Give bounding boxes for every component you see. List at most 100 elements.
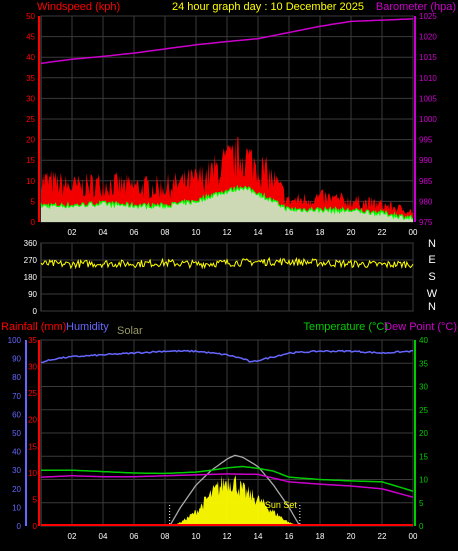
direction-tick: 90 [28,290,37,299]
weather-x-tick: 22 [378,532,387,541]
temperature-tick: 35 [419,359,428,368]
compass-tick: E [428,254,435,266]
wind-x-tick: 18 [316,228,325,237]
humidity-tick: 60 [12,410,21,419]
temperature-tick: 15 [419,452,428,461]
windspeed-tick: 0 [31,218,36,227]
wind-x-tick: 02 [68,228,77,237]
rainfall-tick: 5 [33,495,38,504]
wind-x-tick: 10 [192,228,201,237]
wind-barometer-chart: 02 04 06 08 10 12 14 16 18 20 22 000510152025303540… [26,12,437,237]
compass-tick: W [427,288,438,300]
windspeed-tick: 45 [26,33,35,42]
rainfall-tick: 30 [28,363,37,372]
rainfall-tick: 25 [28,389,37,398]
weather-x-tick: 08 [161,532,170,541]
humidity-tick: 80 [12,373,21,382]
weather-x-tick: 00 [409,532,418,541]
rainfall-tick: 35 [28,336,37,345]
barometer-tick: 975 [419,218,433,227]
barometer-tick: 1020 [419,33,437,42]
temperature-tick: 30 [419,383,428,392]
wind-x-tick: 20 [347,228,356,237]
barometer-tick: 1025 [419,12,437,21]
barometer-tick: 1015 [419,53,437,62]
chart-date-title: 24 hour graph day : 10 December 2025 [172,1,364,13]
wind-x-tick: 04 [99,228,108,237]
wind-x-tick: 16 [285,228,294,237]
barometer-tick: 985 [419,177,433,186]
compass-tick: N [428,301,436,313]
barometer-tick: 1010 [419,74,437,83]
barometer-tick: 995 [419,136,433,145]
humidity-series [40,349,414,364]
temperature-humidity-chart: 02 04 06 08 10 12 14 16 18 20 22 000102030405060708… [8,336,429,541]
direction-tick: 0 [33,307,38,316]
direction-tick: 360 [24,239,38,248]
humidity-tick: 70 [12,392,21,401]
windspeed-tick: 5 [31,197,36,206]
weather-x-tick: 02 [68,532,77,541]
rainfall-tick: 0 [33,522,38,531]
weather-x-tick: 16 [285,532,294,541]
wind-x-tick: 14 [254,228,263,237]
humidity-tick: 100 [8,336,22,345]
barometer-tick: 1005 [419,94,437,103]
humidity-tick: 90 [12,355,21,364]
barometer-series [40,18,414,65]
dewpoint-series [40,473,414,498]
rainfall-tick: 20 [28,416,37,425]
rainfall-axis-title: Rainfall (mm) [1,321,66,333]
barometer-tick: 1000 [419,115,437,124]
solar-theoretical-curve [169,454,301,527]
weather-x-tick: 20 [347,532,356,541]
windspeed-axis-title: Windspeed (kph) [37,1,120,13]
humidity-tick: 30 [12,466,21,475]
temperature-tick: 25 [419,406,428,415]
dewpoint-axis-title: Dew Point (°C) [384,321,457,333]
solar-series [169,475,300,526]
windspeed-average-series [40,184,414,221]
wind-x-tick: 00 [409,228,418,237]
sunset-label: Sun Set [265,500,298,510]
temperature-tick: 40 [419,336,428,345]
compass-tick: N [428,238,436,250]
barometer-tick: 990 [419,156,433,165]
windspeed-tick: 35 [26,74,35,83]
windspeed-tick: 20 [26,136,35,145]
windspeed-tick: 30 [26,94,35,103]
weather-x-tick: 14 [254,532,263,541]
weather-x-tick: 18 [316,532,325,541]
temperature-tick: 0 [419,522,424,531]
humidity-axis-title: Humidity [66,321,109,333]
temperature-series [41,465,414,492]
temperature-tick: 10 [419,476,428,485]
wind-x-tick: 22 [378,228,387,237]
solar-axis-title: Solar [117,325,143,337]
windspeed-tick: 10 [26,177,35,186]
weather-x-tick: 10 [192,532,201,541]
direction-tick: 180 [24,273,38,282]
weather-x-tick: 04 [99,532,108,541]
weather-x-tick: 12 [223,532,232,541]
weather-x-tick: 06 [130,532,139,541]
humidity-tick: 40 [12,448,21,457]
wind-calm-band-top [41,186,413,222]
wind-x-tick: 06 [130,228,139,237]
humidity-tick: 0 [17,522,22,531]
rainfall-tick: 10 [28,469,37,478]
barometer-axis-title: Barometer (hpa) [376,1,456,13]
rainfall-tick: 15 [28,442,37,451]
humidity-tick: 10 [12,503,21,512]
windspeed-tick: 25 [26,115,35,124]
windspeed-tick: 15 [26,156,35,165]
windspeed-gust-series [41,136,413,222]
wind-x-tick: 12 [223,228,232,237]
temperature-tick: 20 [419,429,428,438]
temperature-tick: 5 [419,499,424,508]
compass-tick: S [428,271,435,283]
humidity-tick: 50 [12,429,21,438]
wind-direction-series [40,256,414,270]
